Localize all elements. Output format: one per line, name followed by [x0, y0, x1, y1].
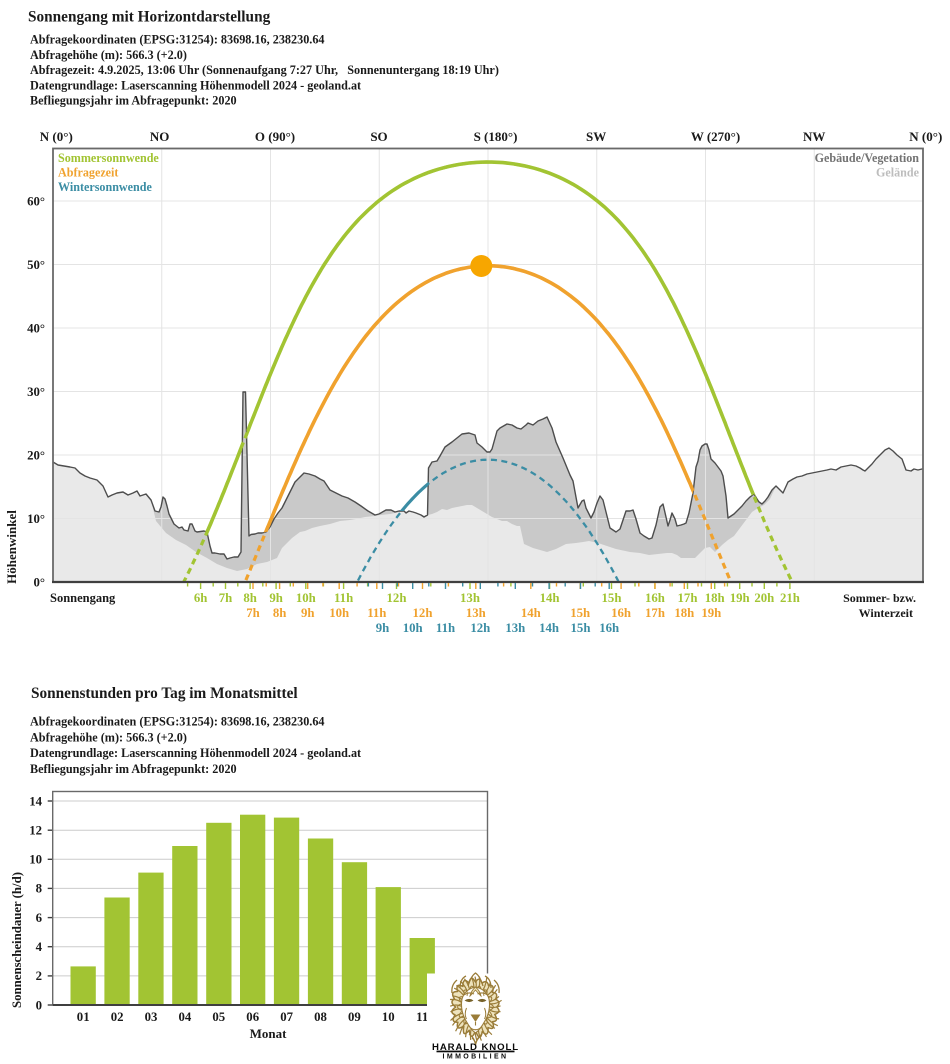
svg-text:Abfragehöhe (m): 566.3 (+2.0): Abfragehöhe (m): 566.3 (+2.0): [30, 730, 187, 744]
svg-text:10: 10: [29, 853, 42, 867]
svg-text:15h: 15h: [570, 606, 590, 620]
svg-text:NW: NW: [803, 129, 825, 144]
svg-text:Befliegungsjahr im Abfragepunk: Befliegungsjahr im Abfragepunkt: 2020: [30, 762, 237, 776]
svg-text:Gebäude/Vegetation: Gebäude/Vegetation: [815, 151, 920, 165]
svg-text:Wintersonnwende: Wintersonnwende: [58, 180, 152, 194]
svg-text:9h: 9h: [376, 621, 390, 635]
svg-text:11h: 11h: [334, 591, 353, 605]
svg-text:Sonnengang: Sonnengang: [50, 591, 116, 605]
svg-text:Sommersonnwende: Sommersonnwende: [58, 151, 159, 165]
svg-text:05: 05: [212, 1010, 225, 1024]
svg-text:10h: 10h: [329, 606, 349, 620]
svg-text:9h: 9h: [301, 606, 315, 620]
svg-text:06: 06: [246, 1010, 259, 1024]
svg-text:Winterzeit: Winterzeit: [859, 606, 913, 620]
svg-text:12h: 12h: [413, 606, 433, 620]
svg-text:12: 12: [29, 824, 42, 838]
svg-text:13h: 13h: [505, 621, 525, 635]
svg-text:10h: 10h: [403, 621, 423, 635]
svg-text:16h: 16h: [599, 621, 619, 635]
svg-text:19h: 19h: [730, 591, 750, 605]
svg-text:04: 04: [179, 1010, 192, 1024]
svg-text:16h: 16h: [645, 591, 665, 605]
svg-text:0°: 0°: [33, 575, 45, 589]
svg-text:2: 2: [36, 969, 42, 983]
svg-text:Sonnenstunden pro Tag im Monat: Sonnenstunden pro Tag im Monatsmittel: [31, 685, 298, 702]
svg-text:O (90°): O (90°): [255, 129, 295, 144]
svg-text:N (0°): N (0°): [40, 129, 73, 144]
svg-text:14h: 14h: [521, 606, 541, 620]
svg-text:02: 02: [111, 1010, 124, 1024]
svg-text:60°: 60°: [27, 194, 45, 208]
svg-text:IMMOBILIEN: IMMOBILIEN: [443, 1053, 509, 1059]
svg-text:18h: 18h: [674, 606, 694, 620]
svg-text:11h: 11h: [367, 606, 386, 620]
svg-text:07: 07: [280, 1010, 293, 1024]
svg-text:10°: 10°: [27, 512, 45, 526]
svg-text:Gelände: Gelände: [876, 166, 920, 180]
svg-text:6: 6: [36, 911, 43, 925]
svg-text:4: 4: [36, 940, 43, 954]
svg-text:40°: 40°: [27, 321, 45, 335]
svg-text:01: 01: [77, 1010, 90, 1024]
svg-text:14h: 14h: [540, 591, 560, 605]
svg-text:7h: 7h: [219, 591, 233, 605]
svg-text:Monat: Monat: [250, 1026, 288, 1041]
svg-text:17h: 17h: [678, 591, 698, 605]
svg-text:Höhenwinkel: Höhenwinkel: [4, 510, 19, 584]
svg-text:09: 09: [348, 1010, 361, 1024]
svg-text:Sommer- bzw.: Sommer- bzw.: [843, 591, 916, 605]
svg-text:Sonnengang mit Horizontdarstel: Sonnengang mit Horizontdarstellung: [28, 9, 271, 26]
svg-text:30°: 30°: [27, 385, 45, 399]
svg-text:15h: 15h: [571, 621, 591, 635]
svg-text:S (180°): S (180°): [474, 129, 518, 144]
svg-text:Abfragezeit: 4.9.2025, 13:06 U: Abfragezeit: 4.9.2025, 13:06 Uhr (Sonnen…: [30, 63, 499, 77]
svg-text:50°: 50°: [27, 258, 45, 272]
svg-text:Abfragehöhe (m): 566.3 (+2.0): Abfragehöhe (m): 566.3 (+2.0): [30, 48, 187, 62]
svg-text:20°: 20°: [27, 448, 45, 462]
svg-text:10h: 10h: [296, 591, 316, 605]
svg-text:6h: 6h: [194, 591, 208, 605]
svg-text:7h: 7h: [246, 606, 260, 620]
svg-text:13h: 13h: [466, 606, 486, 620]
svg-text:Befliegungsjahr im Abfragepunk: Befliegungsjahr im Abfragepunkt: 2020: [30, 94, 237, 108]
svg-text:9h: 9h: [269, 591, 283, 605]
svg-text:0: 0: [36, 998, 42, 1012]
svg-text:15h: 15h: [602, 591, 622, 605]
svg-text:SO: SO: [370, 129, 387, 144]
svg-text:21h: 21h: [780, 591, 800, 605]
svg-text:Sonnenscheindauer (h/d): Sonnenscheindauer (h/d): [10, 872, 24, 1008]
svg-text:03: 03: [145, 1010, 158, 1024]
svg-text:11h: 11h: [436, 621, 455, 635]
svg-text:19h: 19h: [701, 606, 721, 620]
svg-text:N (0°): N (0°): [909, 129, 942, 144]
svg-text:8h: 8h: [243, 591, 257, 605]
svg-text:NO: NO: [150, 129, 170, 144]
svg-text:Abfragekoordinaten (EPSG:31254: Abfragekoordinaten (EPSG:31254): 83698.1…: [30, 33, 325, 47]
svg-text:10: 10: [382, 1010, 395, 1024]
svg-text:12h: 12h: [470, 621, 490, 635]
svg-text:SW: SW: [586, 129, 606, 144]
svg-text:16h: 16h: [611, 606, 631, 620]
svg-text:Datengrundlage: Laserscanning: Datengrundlage: Laserscanning Höhenmodel…: [30, 78, 361, 92]
svg-text:Abfragekoordinaten (EPSG:31254: Abfragekoordinaten (EPSG:31254): 83698.1…: [30, 715, 325, 729]
svg-text:8h: 8h: [273, 606, 287, 620]
svg-text:18h: 18h: [705, 591, 725, 605]
svg-text:12h: 12h: [387, 591, 407, 605]
svg-text:17h: 17h: [645, 606, 665, 620]
svg-text:20h: 20h: [754, 591, 774, 605]
svg-text:11: 11: [416, 1010, 428, 1024]
svg-text:HARALD KNOLL: HARALD KNOLL: [432, 1042, 519, 1053]
svg-text:14: 14: [29, 794, 42, 808]
svg-text:14h: 14h: [539, 621, 559, 635]
svg-text:08: 08: [314, 1010, 327, 1024]
svg-text:Abfragezeit: Abfragezeit: [58, 166, 118, 180]
svg-text:13h: 13h: [460, 591, 480, 605]
svg-text:W (270°): W (270°): [691, 129, 740, 144]
svg-text:8: 8: [36, 882, 42, 896]
svg-text:Datengrundlage: Laserscanning: Datengrundlage: Laserscanning Höhenmodel…: [30, 746, 361, 760]
